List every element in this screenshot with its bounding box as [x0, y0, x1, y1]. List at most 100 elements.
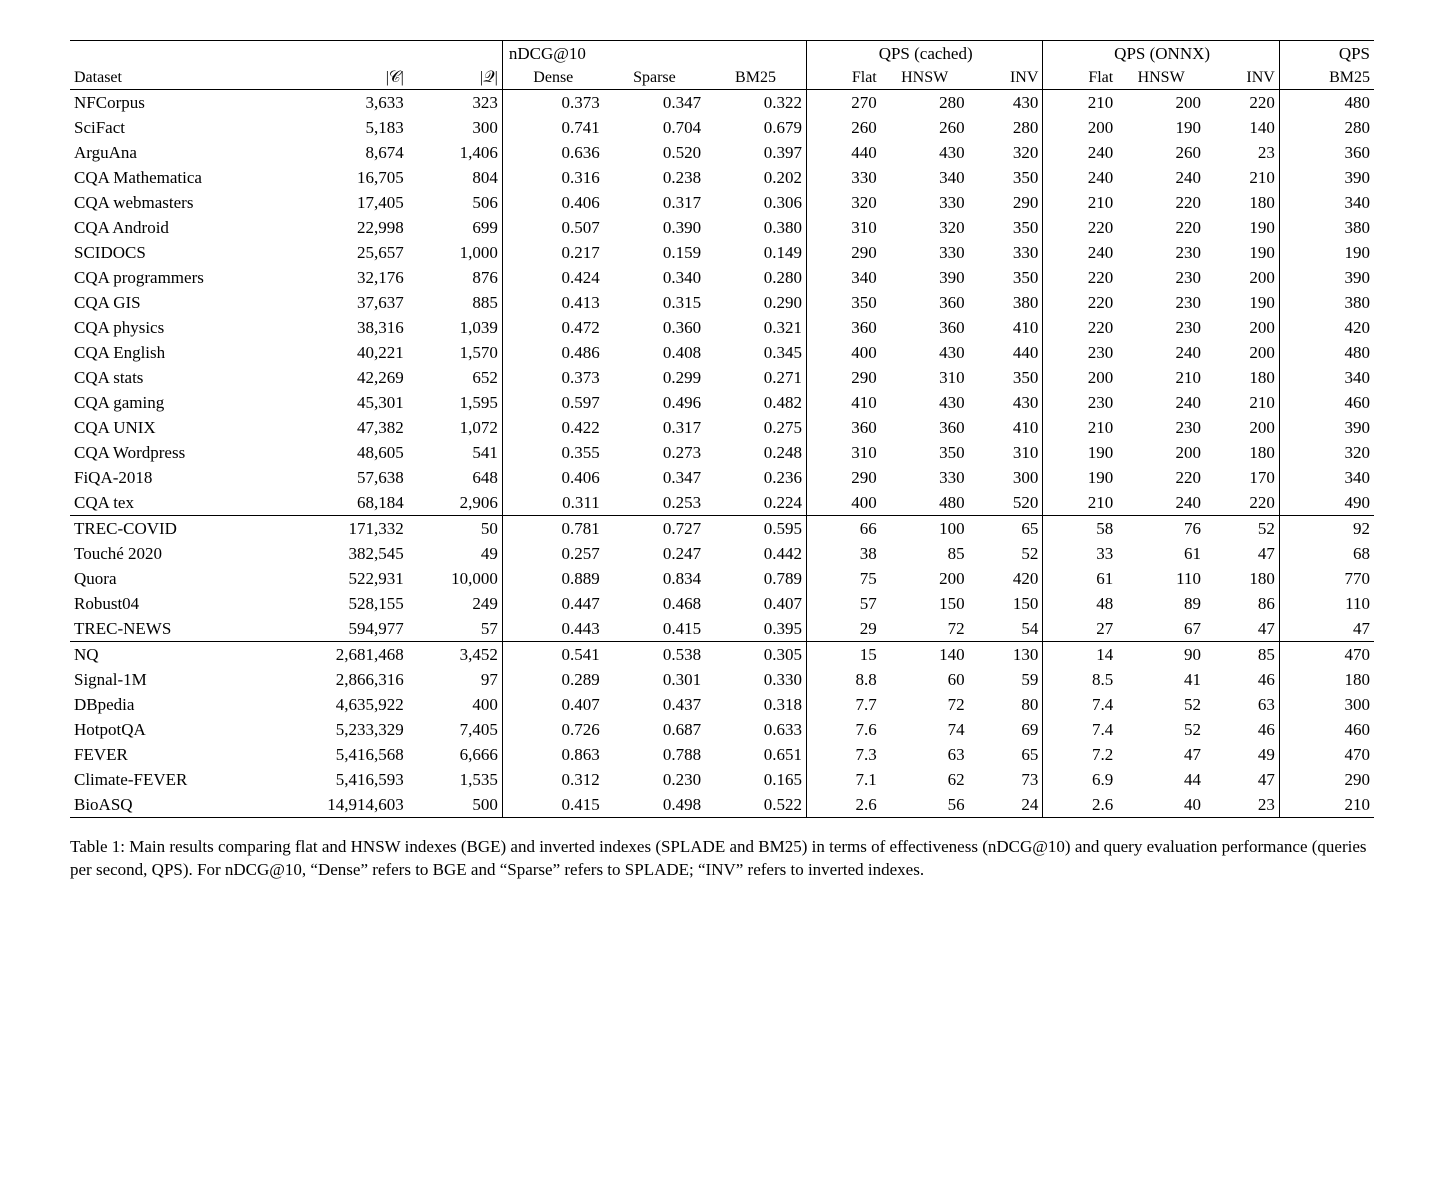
cell-of: 200 [1043, 115, 1117, 140]
cell-of: 6.9 [1043, 767, 1117, 792]
cell-ch: 480 [881, 490, 969, 516]
cell-of: 48 [1043, 591, 1117, 616]
cell-C: 25,657 [279, 240, 407, 265]
cell-Q: 699 [408, 215, 503, 240]
cell-sparse: 0.253 [604, 490, 705, 516]
cell-cf: 340 [806, 265, 880, 290]
cell-of: 210 [1043, 415, 1117, 440]
cell-oi: 47 [1205, 541, 1279, 566]
table-row: NQ2,681,4683,4520.5410.5380.305151401301… [70, 642, 1374, 668]
cell-Q: 1,535 [408, 767, 503, 792]
cell-cf: 410 [806, 390, 880, 415]
cell-bm25: 0.482 [705, 390, 806, 415]
cell-oh: 230 [1117, 290, 1205, 315]
cell-Q: 500 [408, 792, 503, 818]
cell-bm25: 0.275 [705, 415, 806, 440]
table-row: CQA stats42,2696520.3730.2990.2712903103… [70, 365, 1374, 390]
cell-dataset: CQA GIS [70, 290, 279, 315]
cell-dataset: Robust04 [70, 591, 279, 616]
cell-dense: 0.486 [502, 340, 603, 365]
cell-of: 7.4 [1043, 692, 1117, 717]
cell-dense: 0.472 [502, 315, 603, 340]
cell-cf: 2.6 [806, 792, 880, 818]
cell-cf: 400 [806, 490, 880, 516]
cell-ch: 60 [881, 667, 969, 692]
cell-ci: 420 [969, 566, 1043, 591]
cell-bm25: 0.149 [705, 240, 806, 265]
table-body: NFCorpus3,6333230.3730.3470.322270280430… [70, 90, 1374, 818]
cell-ch: 62 [881, 767, 969, 792]
cell-C: 2,866,316 [279, 667, 407, 692]
cell-ch: 56 [881, 792, 969, 818]
cell-dense: 0.597 [502, 390, 603, 415]
cell-oi: 180 [1205, 365, 1279, 390]
table-row: SCIDOCS25,6571,0000.2170.1590.1492903303… [70, 240, 1374, 265]
cell-oi: 190 [1205, 290, 1279, 315]
cell-bm25: 0.248 [705, 440, 806, 465]
cell-sparse: 0.498 [604, 792, 705, 818]
cell-oh: 220 [1117, 465, 1205, 490]
cell-sparse: 0.230 [604, 767, 705, 792]
cell-dense: 0.355 [502, 440, 603, 465]
cell-cf: 7.7 [806, 692, 880, 717]
cell-Q: 1,072 [408, 415, 503, 440]
cell-oh: 47 [1117, 742, 1205, 767]
cell-sparse: 0.788 [604, 742, 705, 767]
cell-bm25: 0.407 [705, 591, 806, 616]
cell-sparse: 0.238 [604, 165, 705, 190]
col-bm25: BM25 [705, 66, 806, 90]
cell-cf: 400 [806, 340, 880, 365]
cell-ci: 59 [969, 667, 1043, 692]
cell-ci: 280 [969, 115, 1043, 140]
cell-Q: 10,000 [408, 566, 503, 591]
cell-C: 47,382 [279, 415, 407, 440]
cell-dataset: ArguAna [70, 140, 279, 165]
cell-ch: 200 [881, 566, 969, 591]
cell-qb: 290 [1279, 767, 1374, 792]
cell-qb: 390 [1279, 265, 1374, 290]
cell-bm25: 0.522 [705, 792, 806, 818]
cell-C: 522,931 [279, 566, 407, 591]
cell-oi: 49 [1205, 742, 1279, 767]
cell-dense: 0.415 [502, 792, 603, 818]
cell-of: 220 [1043, 215, 1117, 240]
cell-sparse: 0.273 [604, 440, 705, 465]
cell-cf: 310 [806, 440, 880, 465]
cell-bm25: 0.321 [705, 315, 806, 340]
cell-bm25: 0.651 [705, 742, 806, 767]
cell-cf: 75 [806, 566, 880, 591]
cell-sparse: 0.415 [604, 616, 705, 642]
table-row: CQA Android22,9986990.5070.3900.38031032… [70, 215, 1374, 240]
cell-of: 27 [1043, 616, 1117, 642]
cell-C: 42,269 [279, 365, 407, 390]
cell-of: 190 [1043, 440, 1117, 465]
cell-oi: 180 [1205, 440, 1279, 465]
cell-ci: 430 [969, 90, 1043, 116]
cell-oi: 170 [1205, 465, 1279, 490]
cell-cf: 350 [806, 290, 880, 315]
cell-dense: 0.424 [502, 265, 603, 290]
table-caption: Table 1: Main results comparing flat and… [70, 836, 1374, 882]
cell-oi: 47 [1205, 616, 1279, 642]
table-row: Robust04528,1552490.4470.4680.4075715015… [70, 591, 1374, 616]
cell-C: 16,705 [279, 165, 407, 190]
cell-ch: 430 [881, 140, 969, 165]
cell-C: 5,416,593 [279, 767, 407, 792]
cell-cf: 360 [806, 415, 880, 440]
cell-sparse: 0.360 [604, 315, 705, 340]
table-row: CQA Mathematica16,7058040.3160.2380.2023… [70, 165, 1374, 190]
table-row: TREC-COVID171,332500.7810.7270.595661006… [70, 516, 1374, 542]
cell-ci: 350 [969, 215, 1043, 240]
cell-dataset: FEVER [70, 742, 279, 767]
cell-sparse: 0.727 [604, 516, 705, 542]
cell-ci: 410 [969, 415, 1043, 440]
cell-oi: 180 [1205, 190, 1279, 215]
cell-ci: 320 [969, 140, 1043, 165]
cell-ci: 380 [969, 290, 1043, 315]
cell-qb: 470 [1279, 742, 1374, 767]
cell-oi: 46 [1205, 717, 1279, 742]
cell-ch: 430 [881, 340, 969, 365]
cell-qb: 490 [1279, 490, 1374, 516]
cell-bm25: 0.322 [705, 90, 806, 116]
cell-C: 8,674 [279, 140, 407, 165]
